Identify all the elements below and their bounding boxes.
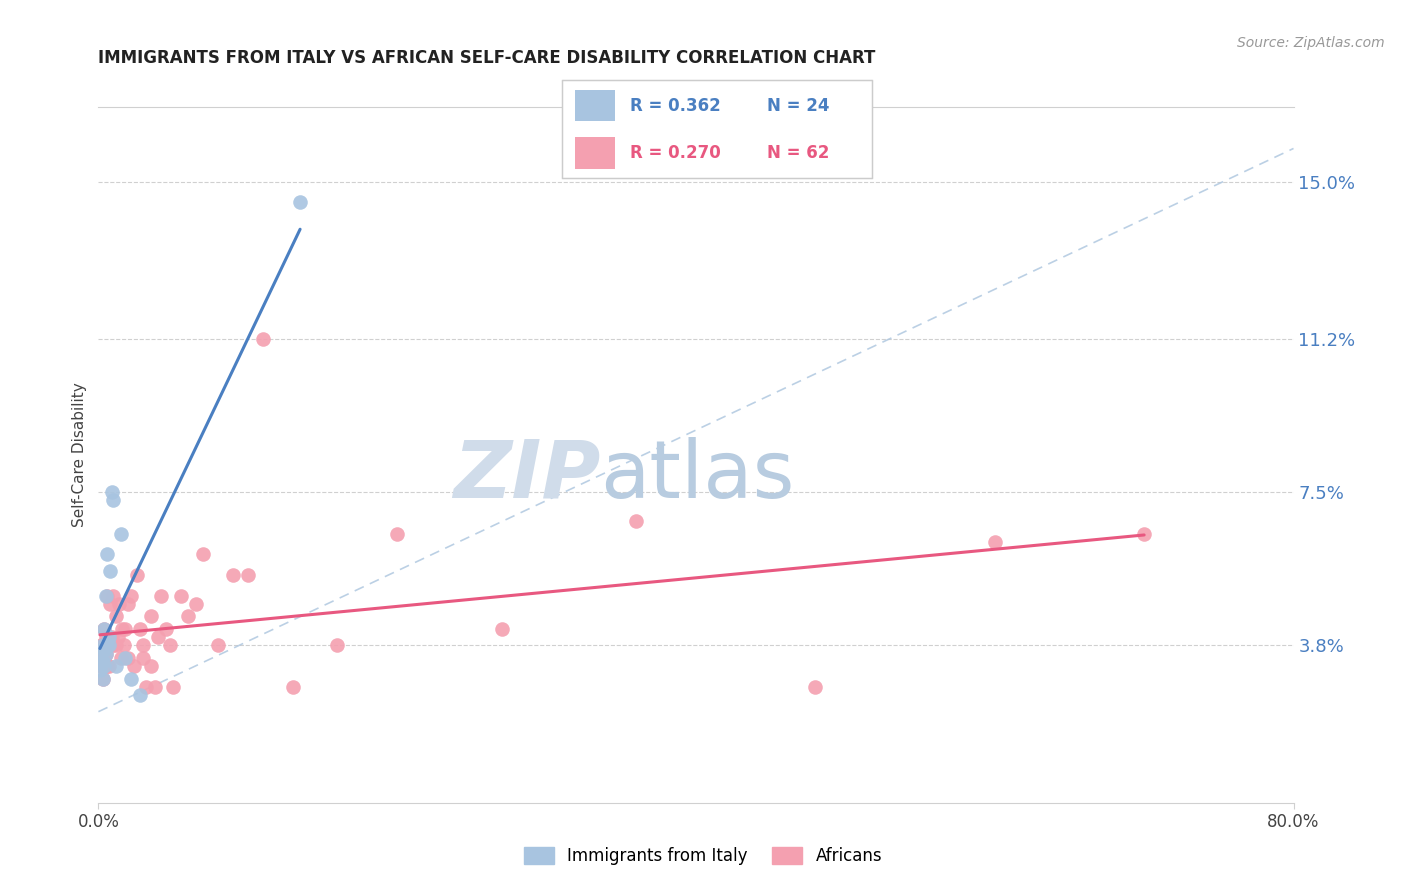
Text: atlas: atlas <box>600 437 794 515</box>
Point <box>97 639 120 653</box>
Point <box>90 642 112 657</box>
Point <box>124 659 146 673</box>
Point <box>93 659 115 673</box>
Point <box>96 589 118 603</box>
Point <box>143 680 166 694</box>
Point <box>114 651 136 665</box>
Point <box>97 630 120 644</box>
Point <box>139 659 162 673</box>
Point <box>105 639 128 653</box>
Point <box>150 589 173 603</box>
Point <box>132 651 155 665</box>
Point <box>326 639 349 653</box>
Point <box>96 659 118 673</box>
Text: N = 24: N = 24 <box>766 97 830 115</box>
Point <box>101 630 124 644</box>
Point <box>191 547 214 561</box>
Text: R = 0.362: R = 0.362 <box>630 97 721 115</box>
Point <box>385 526 409 541</box>
Point <box>103 639 125 653</box>
Bar <box>575 137 614 169</box>
Point <box>105 609 128 624</box>
Point <box>90 655 112 669</box>
Point <box>91 639 114 653</box>
Point <box>624 514 647 528</box>
Point <box>110 651 132 665</box>
Point <box>93 639 115 653</box>
Point <box>90 639 112 653</box>
Point <box>94 589 117 603</box>
Point <box>98 639 122 653</box>
Point <box>107 630 129 644</box>
Point <box>169 589 191 603</box>
Point <box>93 622 115 636</box>
Point <box>177 609 200 624</box>
Point <box>127 568 149 582</box>
Y-axis label: Self-Care Disability: Self-Care Disability <box>72 383 87 527</box>
Point <box>103 589 125 603</box>
Point <box>162 680 184 694</box>
Point <box>91 639 114 653</box>
Point <box>139 609 162 624</box>
Point <box>89 663 111 677</box>
Point <box>91 672 114 686</box>
Point <box>103 493 125 508</box>
Point <box>111 622 134 636</box>
Point <box>112 639 135 653</box>
Point <box>983 535 1005 549</box>
Point <box>91 655 114 669</box>
Point <box>89 651 111 665</box>
Point <box>93 651 115 665</box>
Point <box>94 659 117 673</box>
Point <box>252 332 274 346</box>
Point <box>129 688 152 702</box>
Text: IMMIGRANTS FROM ITALY VS AFRICAN SELF-CARE DISABILITY CORRELATION CHART: IMMIGRANTS FROM ITALY VS AFRICAN SELF-CA… <box>98 49 876 67</box>
Point <box>94 647 117 661</box>
Point <box>90 659 112 673</box>
Point <box>114 622 136 636</box>
Point <box>93 642 115 657</box>
Point <box>135 680 157 694</box>
Point <box>98 564 122 578</box>
Point <box>94 630 117 644</box>
Point <box>96 547 118 561</box>
Point <box>93 622 115 636</box>
Point <box>94 647 117 661</box>
Point <box>1133 526 1156 541</box>
Point <box>120 589 142 603</box>
Point <box>155 622 177 636</box>
Point <box>129 622 152 636</box>
Point <box>132 639 155 653</box>
Point <box>184 597 207 611</box>
Point <box>207 639 229 653</box>
Point <box>96 639 118 653</box>
Text: N = 62: N = 62 <box>766 144 830 161</box>
Point <box>108 597 131 611</box>
Point <box>117 597 139 611</box>
Point <box>120 672 142 686</box>
Point <box>91 672 114 686</box>
Point <box>222 568 245 582</box>
Point <box>159 639 181 653</box>
Point <box>101 485 124 500</box>
Point <box>110 526 132 541</box>
Text: Source: ZipAtlas.com: Source: ZipAtlas.com <box>1237 36 1385 50</box>
Text: R = 0.270: R = 0.270 <box>630 144 721 161</box>
Point <box>97 659 120 673</box>
Point <box>105 659 128 673</box>
Point <box>236 568 259 582</box>
Point <box>96 639 118 653</box>
Point <box>98 597 122 611</box>
Point <box>117 651 139 665</box>
Point <box>288 195 311 210</box>
Point <box>148 630 170 644</box>
Point <box>97 630 120 644</box>
Text: ZIP: ZIP <box>453 437 600 515</box>
Legend: Immigrants from Italy, Africans: Immigrants from Italy, Africans <box>517 840 889 872</box>
Point <box>491 622 513 636</box>
Bar <box>575 90 614 121</box>
Point <box>281 680 304 694</box>
Point <box>804 680 827 694</box>
